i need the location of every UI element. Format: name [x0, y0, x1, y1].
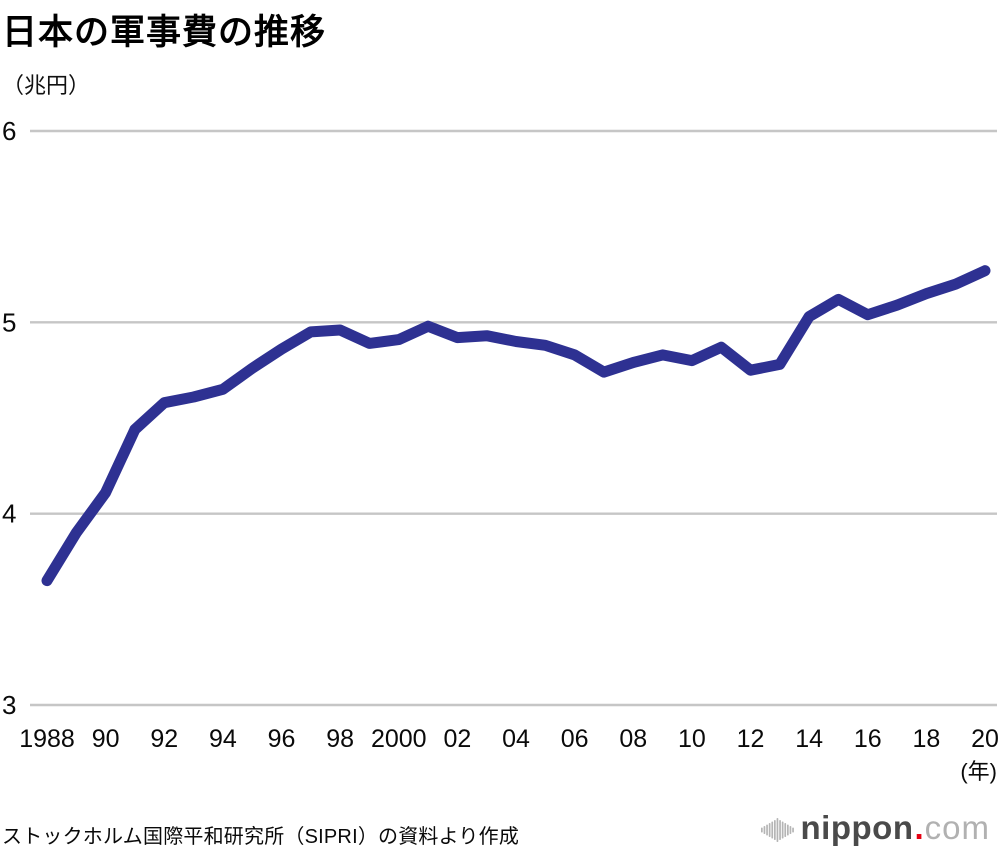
logo-dot: .	[914, 809, 924, 846]
y-tick-label: 4	[2, 499, 16, 529]
x-tick-label: 92	[150, 725, 178, 753]
nippon-com-logo: nippon. com	[760, 808, 990, 848]
x-tick-label: 16	[854, 725, 882, 753]
logo-tld-text: com	[924, 809, 990, 846]
x-tick-label: 04	[502, 725, 530, 753]
x-tick-label: 2000	[371, 725, 427, 753]
x-tick-label: 08	[619, 725, 647, 753]
y-tick-label: 6	[2, 116, 16, 146]
military-spending-line	[41, 265, 991, 587]
x-tick-label: 14	[795, 725, 823, 753]
source-note: ストックホルム国際平和研究所（SIPRI）の資料より作成	[2, 826, 520, 848]
logo-brand-text: nippon	[800, 809, 914, 846]
x-tick-label: 06	[561, 725, 589, 753]
x-tick-label: 12	[737, 725, 765, 753]
x-tick-label: 96	[268, 725, 296, 753]
chart-svg: 3 4 5 6 1988 90 92 94 96 98 2000 02 04 06 08 10 12 14 16 18…	[2, 116, 999, 784]
x-tick-label: 10	[678, 725, 706, 753]
x-tick-label: 18	[912, 725, 940, 753]
x-tick-label: 90	[92, 725, 120, 753]
soundwave-icon	[760, 818, 794, 842]
x-tick-label: 20	[971, 725, 999, 753]
x-axis-unit-label: (年)	[960, 759, 997, 784]
y-tick-label: 3	[2, 690, 16, 720]
x-tick-label: 02	[443, 725, 471, 753]
x-tick-label: 98	[326, 725, 354, 753]
x-tick-label: 1988	[19, 725, 75, 753]
y-tick-label: 5	[2, 307, 16, 337]
y-axis-unit-label: （兆円）	[2, 73, 91, 98]
x-tick-label: 94	[209, 725, 237, 753]
chart-title: 日本の軍事費の推移	[2, 13, 327, 52]
